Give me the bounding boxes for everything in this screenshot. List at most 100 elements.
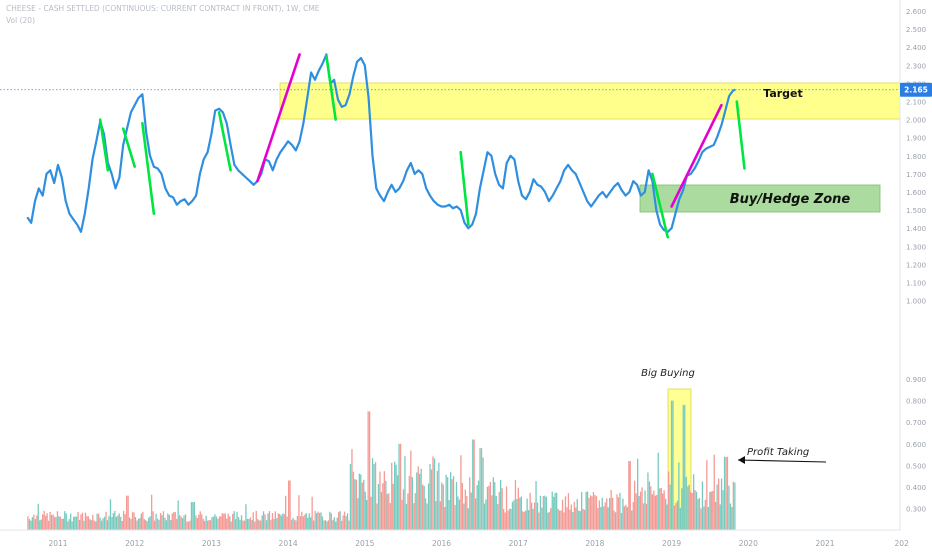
volume-bar — [638, 496, 640, 530]
volume-bar — [84, 512, 87, 530]
volume-bar — [298, 495, 300, 530]
volume-bar — [447, 477, 449, 530]
volume-bar — [221, 513, 223, 530]
volume-bar — [389, 503, 391, 530]
volume-bar — [332, 520, 334, 530]
volume-bar — [173, 512, 175, 530]
volume-bar — [245, 504, 247, 530]
volume-bar — [81, 512, 84, 530]
volume-bar — [68, 519, 70, 530]
volume-bar — [508, 508, 511, 530]
volume-bar — [514, 479, 517, 530]
volume-bar — [582, 508, 584, 530]
price-axis-tick: 1.200 — [906, 261, 926, 269]
volume-bar — [252, 512, 254, 530]
volume-bar — [557, 508, 559, 530]
volume-bar — [645, 503, 648, 530]
volume-bar — [40, 519, 42, 530]
volume-bar — [536, 502, 539, 530]
volume-bar — [364, 491, 366, 530]
volume-bar — [308, 513, 310, 530]
volume-axis-tick: 0.300 — [906, 506, 926, 514]
volume-bar — [676, 500, 679, 530]
volume-bar — [473, 439, 475, 530]
volume-label: Vol (20) — [6, 16, 36, 25]
volume-bar — [357, 498, 359, 530]
volume-bar — [248, 519, 250, 530]
volume-bar — [709, 492, 711, 530]
volume-bar — [202, 518, 204, 530]
profit-taking-arrow-head — [738, 456, 745, 464]
volume-bar — [564, 496, 567, 530]
volume-bar — [370, 496, 372, 530]
volume-bar — [570, 504, 572, 530]
price-axis-tick: 1.800 — [906, 153, 926, 161]
volume-bar — [224, 513, 226, 530]
green-trend-line — [651, 172, 670, 239]
price-axis-tick: 2.500 — [906, 26, 926, 34]
volume-bar — [258, 520, 260, 530]
volume-bar — [732, 481, 734, 530]
volume-bar — [226, 518, 228, 530]
volume-bar — [541, 507, 543, 530]
volume-bar — [597, 508, 599, 530]
volume-bar — [479, 448, 481, 530]
volume-bar — [567, 493, 570, 530]
volume-bar — [205, 515, 207, 530]
volume-bar — [517, 487, 519, 530]
volume-bar — [137, 518, 140, 530]
volume-bar — [623, 506, 625, 530]
volume-bar — [707, 507, 709, 530]
volume-bar — [532, 508, 534, 530]
volume-bar — [374, 462, 377, 530]
volume-bar — [215, 516, 218, 530]
volume-bar — [87, 516, 89, 530]
volume-bar — [177, 500, 179, 530]
volume-bar — [67, 521, 69, 530]
volume-bar — [457, 496, 459, 530]
target-label: Target — [763, 87, 803, 100]
volume-bar — [688, 484, 690, 530]
volume-bar — [628, 461, 630, 530]
volume-bar — [448, 499, 450, 530]
volume-bar — [678, 462, 680, 530]
volume-bar — [408, 475, 410, 530]
volume-bar — [420, 468, 422, 530]
volume-bar — [528, 510, 530, 530]
volume-bar — [525, 510, 527, 530]
volume-bar — [36, 515, 38, 530]
volume-bar — [398, 443, 400, 530]
volume-bar — [626, 507, 628, 530]
volume-bar — [436, 471, 438, 530]
volume-bar — [217, 518, 219, 530]
volume-bar — [342, 515, 344, 530]
volume-bar — [165, 520, 167, 530]
volume-bar — [28, 518, 31, 530]
volume-bar — [650, 486, 652, 530]
volume-bar — [673, 505, 676, 530]
volume-bar — [360, 474, 362, 530]
volume-bar — [156, 518, 159, 530]
volume-bar — [267, 513, 269, 530]
volume-bar — [666, 504, 668, 530]
volume-bar — [589, 495, 592, 530]
volume-bar — [584, 509, 586, 530]
volume-bar — [366, 500, 368, 530]
volume-bar — [136, 520, 138, 530]
volume-bar — [407, 493, 409, 530]
volume-bar — [601, 497, 603, 530]
volume-bar — [120, 516, 122, 530]
volume-bar — [632, 502, 634, 530]
green-trend-line — [325, 54, 337, 121]
volume-bar — [189, 520, 191, 530]
chart-title: CHEESE - CASH SETTLED (CONTINUOUS: CURRE… — [6, 4, 320, 13]
volume-bar — [703, 506, 705, 530]
volume-bar — [497, 504, 499, 530]
volume-bar — [295, 520, 297, 530]
volume-bar — [629, 461, 631, 530]
volume-bar — [296, 516, 299, 530]
volume-bar — [131, 511, 134, 530]
volume-bar — [501, 488, 503, 530]
volume-bar — [305, 513, 307, 530]
volume-bar — [369, 411, 371, 530]
